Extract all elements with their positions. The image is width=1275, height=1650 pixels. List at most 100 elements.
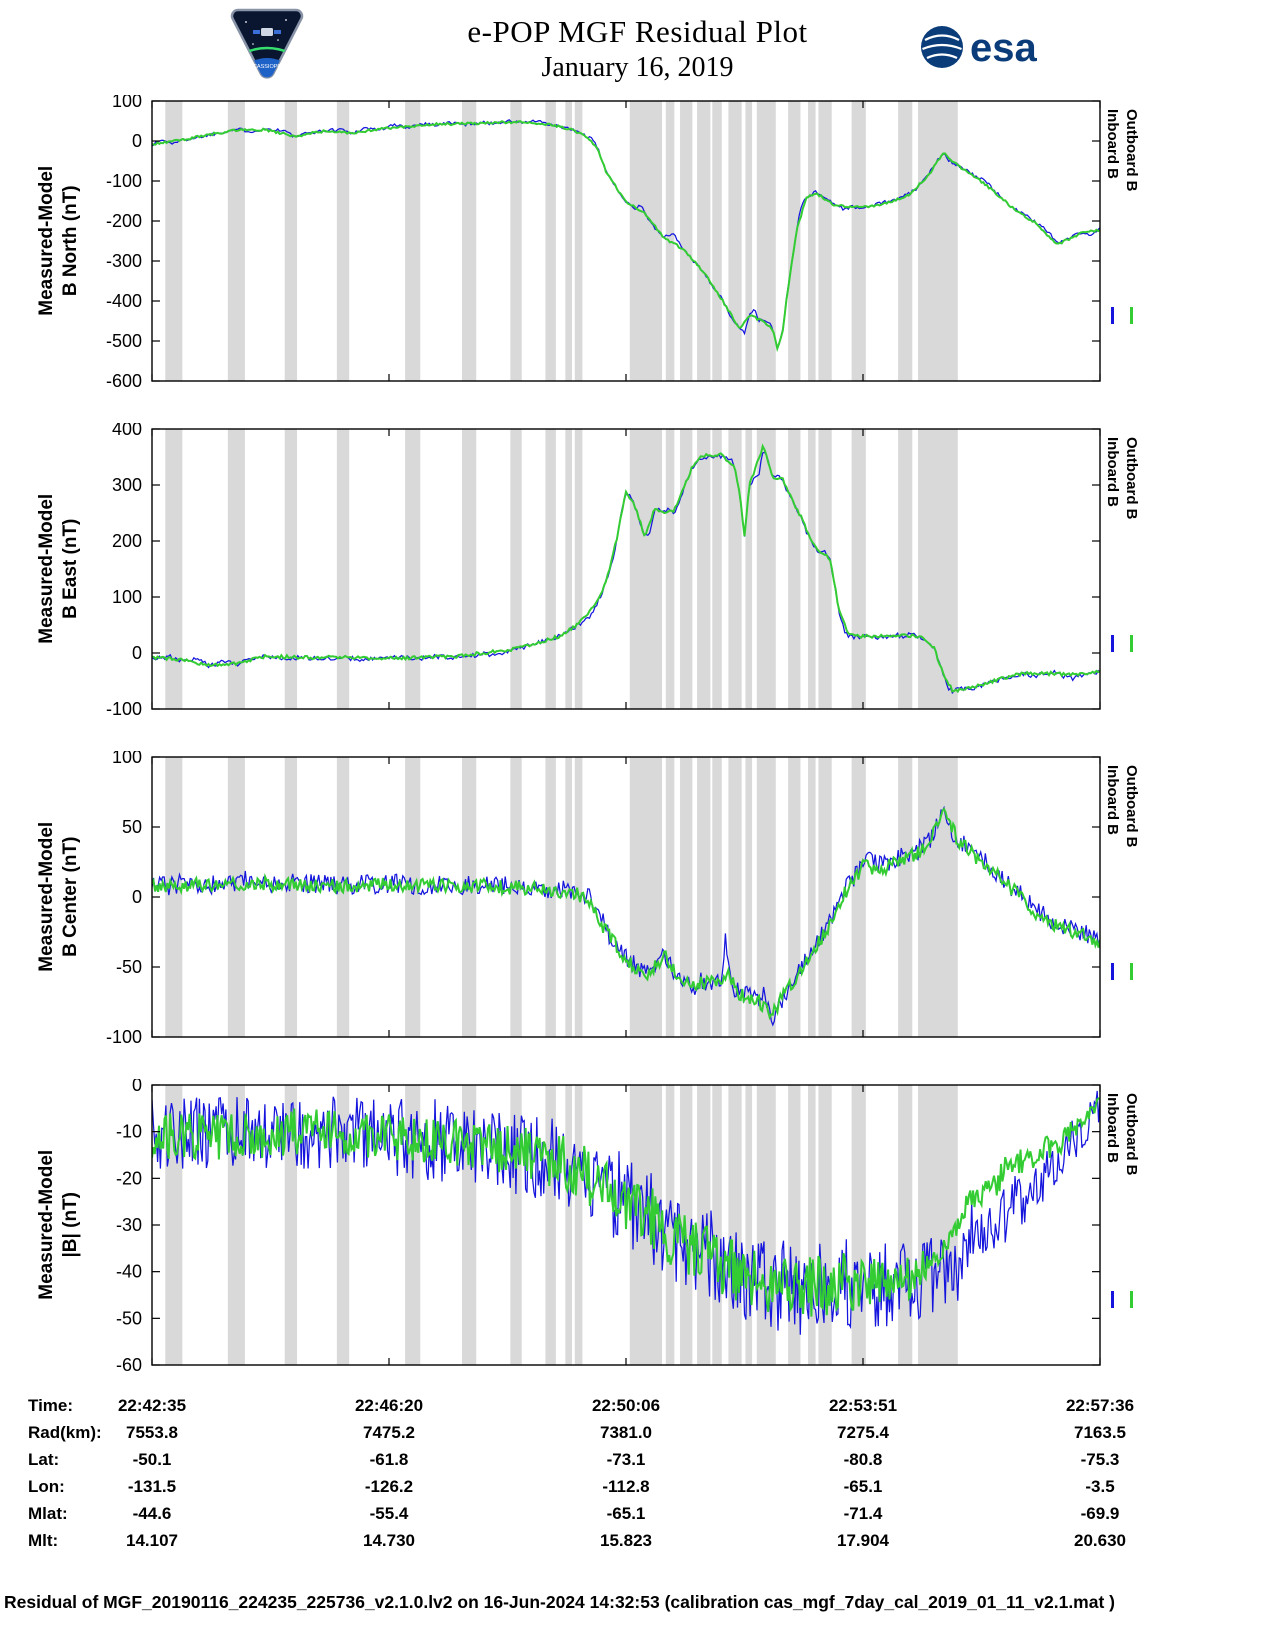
shaded-band xyxy=(565,1085,572,1365)
shaded-band xyxy=(284,429,298,709)
shaded-band xyxy=(712,101,722,381)
legend-entry-outboard: Outboard B xyxy=(1122,109,1141,387)
shaded-band xyxy=(574,1085,583,1365)
plot-date: January 16, 2019 xyxy=(541,52,734,83)
ephemeris-value: 7275.4 xyxy=(837,1423,889,1442)
y-tick-label: 400 xyxy=(112,423,142,439)
shaded-band xyxy=(165,429,183,709)
legend-label-inboard: Inboard B xyxy=(1104,437,1121,507)
plot-b-magnitude: 0 -10 -20 -30 -40 -50 -60 xyxy=(116,1079,1101,1371)
ephemeris-row-label: Rad(km): xyxy=(28,1423,102,1442)
shaded-band xyxy=(851,757,866,1037)
shaded-band xyxy=(712,757,722,1037)
shaded-band xyxy=(680,101,693,381)
shaded-band xyxy=(697,429,711,709)
shaded-band xyxy=(851,101,866,381)
legend-label-outboard: Outboard B xyxy=(1123,1093,1140,1176)
ephemeris-row-mlt: Mlt: 14.107 14.730 15.823 17.904 20.630 xyxy=(0,1531,1275,1558)
panel-b-north: Measured-Model B North (nT) 100 0 -100 -200 -3… xyxy=(0,95,1275,387)
ephemeris-value: 20.630 xyxy=(1074,1531,1126,1550)
y-tick-label: -60 xyxy=(116,1355,142,1371)
shaded-band xyxy=(917,1085,958,1365)
shaded-band xyxy=(629,429,663,709)
legend-line-sample-outboard xyxy=(1130,307,1133,324)
shaded-band xyxy=(712,1085,722,1365)
shaded-band xyxy=(665,757,675,1037)
y-tick-label: -100 xyxy=(106,171,142,191)
y-tick-label: -50 xyxy=(116,957,142,977)
legend-line-sample-outboard xyxy=(1130,1291,1133,1308)
shaded-band xyxy=(165,757,183,1037)
shaded-band xyxy=(808,429,816,709)
ephemeris-row-lat: Lat: -50.1 -61.8 -73.1 -80.8 -75.3 xyxy=(0,1450,1275,1477)
shaded-band xyxy=(756,757,776,1037)
shaded-band xyxy=(284,101,298,381)
ephemeris-row-label: Mlt: xyxy=(28,1531,59,1550)
legend-entry-inboard: Inboard B xyxy=(1103,109,1122,387)
shaded-band xyxy=(728,429,742,709)
panel-b-magnitude: Measured-Model |B| (nT) 0 -10 -20 -30 -40 -50 -6… xyxy=(0,1079,1275,1371)
shaded-band xyxy=(629,757,663,1037)
shaded-band xyxy=(745,757,753,1037)
shaded-band xyxy=(898,429,913,709)
shaded-band xyxy=(728,757,742,1037)
y-tick-label: 0 xyxy=(132,643,142,663)
shaded-band xyxy=(461,757,477,1037)
shaded-band xyxy=(545,429,556,709)
shaded-band xyxy=(405,429,421,709)
legend-label-outboard: Outboard B xyxy=(1123,765,1140,848)
shaded-band xyxy=(336,429,350,709)
y-tick-label: 200 xyxy=(112,531,142,551)
patch-satellite-icon xyxy=(261,28,273,36)
ephemeris-value: -65.1 xyxy=(843,1477,883,1496)
shaded-band xyxy=(227,101,245,381)
shaded-band xyxy=(697,757,711,1037)
ephemeris-value: 22:50:06 xyxy=(591,1396,661,1415)
shaded-band xyxy=(510,429,522,709)
y-tick-label: -10 xyxy=(116,1122,142,1142)
ephemeris-value: -80.8 xyxy=(843,1450,883,1469)
ephemeris-row-lon: Lon: -131.5 -126.2 -112.8 -65.1 -3.5 xyxy=(0,1477,1275,1504)
shaded-band xyxy=(818,1085,832,1365)
shaded-band xyxy=(284,757,298,1037)
legend-line-sample-outboard xyxy=(1130,635,1133,652)
shaded-band xyxy=(728,101,742,381)
y-tick-label: -20 xyxy=(116,1168,142,1188)
shaded-band xyxy=(728,1085,742,1365)
ephemeris-value: 22:53:51 xyxy=(828,1396,898,1415)
ephemeris-value: -126.2 xyxy=(364,1477,414,1496)
y-tick-label: -200 xyxy=(106,211,142,231)
ephemeris-value: 7163.5 xyxy=(1074,1423,1126,1442)
shaded-band xyxy=(788,429,801,709)
ephemeris-row-mlat: Mlat: -44.6 -55.4 -65.1 -71.4 -69.9 xyxy=(0,1504,1275,1531)
series-outboard-b-east xyxy=(152,443,1100,694)
ephemeris-value: -65.1 xyxy=(606,1504,646,1523)
ephemeris-value: -3.5 xyxy=(1085,1477,1115,1496)
y-tick-label: -300 xyxy=(106,251,142,271)
plot-b-center: 100 50 0 -50 -100 xyxy=(106,751,1101,1043)
shaded-band xyxy=(165,101,183,381)
series-outboard-b-center xyxy=(152,807,1100,1021)
shaded-band xyxy=(808,1085,816,1365)
shaded-band xyxy=(461,429,477,709)
shaded-band xyxy=(680,757,693,1037)
ephemeris-value: 14.107 xyxy=(126,1531,178,1550)
series-outboard-b-magnitude xyxy=(152,1097,1100,1317)
shaded-band xyxy=(545,101,556,381)
y-tick-label: 100 xyxy=(112,751,142,767)
shaded-band xyxy=(227,757,245,1037)
y-tick-label: -50 xyxy=(116,1308,142,1328)
ephemeris-value: -112.8 xyxy=(602,1477,650,1496)
shaded-band xyxy=(898,101,913,381)
legend-line-sample-outboard xyxy=(1130,963,1133,980)
legend-label-inboard: Inboard B xyxy=(1104,109,1121,179)
ephemeris-value: -73.1 xyxy=(606,1450,646,1469)
legend-label-inboard: Inboard B xyxy=(1104,765,1121,835)
y-tick-label: -400 xyxy=(106,291,142,311)
y-tick-label: 0 xyxy=(132,887,142,907)
y-tick-label: 100 xyxy=(112,95,142,111)
legend-entry-outboard: Outboard B xyxy=(1122,437,1141,715)
y-tick-label: -100 xyxy=(106,699,142,715)
shaded-band xyxy=(756,429,776,709)
shaded-band xyxy=(665,101,675,381)
